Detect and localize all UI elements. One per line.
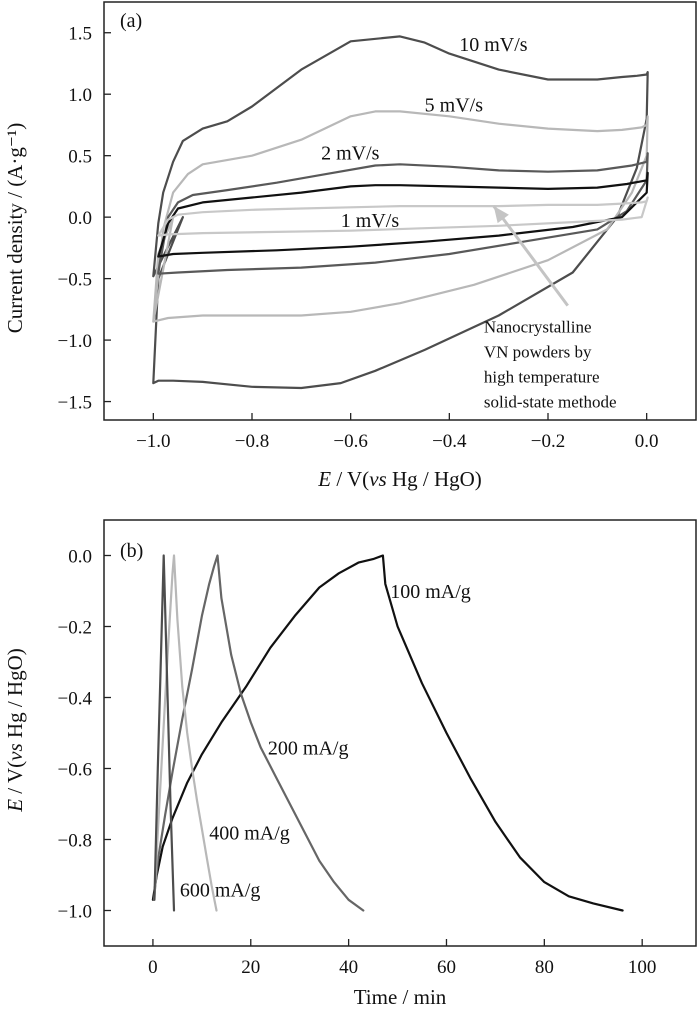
panel-a-series-10-mv-s [152,35,649,390]
panel-a-frame [103,1,697,421]
panel-b-label-600-ma-g: 600 mA/g [180,879,261,901]
panel-a-label-5-mv-s: 5 mV/s [425,94,484,116]
panel-b-series-600-ma-g [153,554,176,912]
panel-b-y-tick-label: −1.0 [58,902,92,923]
panel-a-x-axis-title: E / V(vs Hg / HgO) [317,467,482,491]
panel-b-series-200-ma-g [152,554,365,912]
panel-b-plot-area: 0 20 40 60 80 100 −1.0 −0.8 −0.6 −0.4 −0.2 0.0 100 … [58,519,697,978]
panel-a-label: (a) [120,10,142,32]
panel-a-y-tick-label: −1.5 [58,393,92,414]
panel-a-plot-area: −1.0 −0.8 −0.6 −0.4 −0.2 0.0 −1.5 −1.0 −0.5 0.0 0.… [58,1,697,452]
panel-b-series-100-ma-g [151,554,624,912]
panel-a-series-2-mv-s [157,152,649,275]
panel-b-x-axis-title: Time / min [354,985,447,1009]
panel-a-y-tick-label: 1.0 [68,85,92,106]
panel-a-x-tick-label: −0.6 [333,431,367,452]
panel-a-cyclic-voltammetry: Current density / (A·g⁻¹) −1.0 −0.8 −0.6 −0… [3,1,697,491]
panel-a-y-tick-label: 0.0 [68,208,92,229]
panel-b-label-100-ma-g: 100 mA/g [390,581,471,603]
panel-a-x-tick-label: −0.2 [531,431,565,452]
panel-a-y-tick-label: 0.5 [68,147,92,168]
panel-b-label: (b) [120,540,143,562]
panel-b-label-400-ma-g: 400 mA/g [209,823,290,845]
panel-b-x-tick-label: 20 [241,957,260,978]
panel-a-y-axis-title: Current density / (A·g⁻¹) [3,123,27,333]
panel-a-series-5-mv-s [152,110,649,323]
panel-b-x-tick-label: 100 [628,957,657,978]
panel-b-charge-discharge: E / V(vs Hg / HgO) 0 20 40 60 80 100 −1.0 −0.8 −… [3,519,697,1009]
panel-a-label-10-mv-s: 10 mV/s [459,34,528,56]
panel-b-y-tick-label: −0.4 [58,689,93,710]
panel-b-x-tick-label: 80 [535,957,554,978]
panel-a-x-tick-label: −0.8 [235,431,269,452]
panel-b-x-tick-label: 60 [437,957,456,978]
panel-b-x-tick-label: 0 [148,957,158,978]
panel-a-series-1-mv-s [157,171,649,258]
panel-b-y-tick-label: 0.0 [68,547,92,568]
panel-a-arrow-shaft [492,205,569,307]
panel-a-x-tick-label: −1.0 [136,431,170,452]
panel-a-series-nanocrystalline-vn-powders-by-high-temperature-solid-state-methode [157,196,649,237]
panel-a-y-tick-label: 1.5 [68,24,92,45]
panel-b-y-tick-label: −0.2 [58,618,92,639]
panel-a-note: Nanocrystalline VN powders by high tempera… [484,318,617,412]
panel-a-y-tick-label: −0.5 [58,270,92,291]
panel-a-label-1-mv-s: 1 mV/s [341,210,400,232]
panel-b-frame [103,519,697,947]
panel-b-y-tick-label: −0.8 [58,831,92,852]
panel-a-x-tick-label: −0.4 [432,431,467,452]
panel-b-series-400-ma-g [153,554,218,912]
panel-a-x-tick-label: 0.0 [635,431,659,452]
panel-a-label-2-mv-s: 2 mV/s [321,142,380,164]
panel-b-y-axis-title: E / V(vs Hg / HgO) [3,648,27,813]
panel-b-y-tick-label: −0.6 [58,760,92,781]
panel-a-y-tick-label: −1.0 [58,331,92,352]
panel-a-arrow-head [493,206,509,224]
panel-b-x-tick-label: 40 [339,957,358,978]
panel-b-label-200-ma-g: 200 mA/g [268,737,349,759]
